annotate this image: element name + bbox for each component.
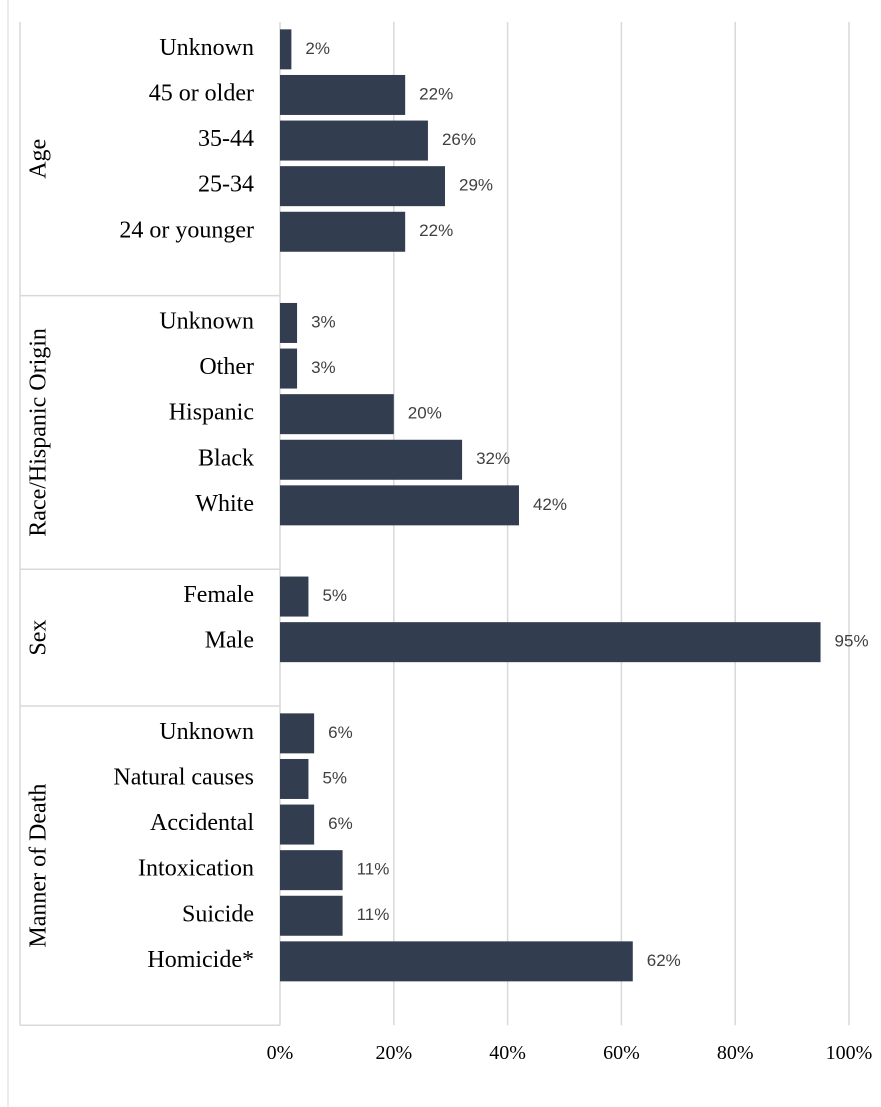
category-label: Male: [205, 628, 254, 654]
value-label: 3%: [311, 358, 336, 377]
bar: [280, 576, 309, 617]
category-label: Homicide*: [147, 947, 254, 973]
value-label: 6%: [328, 723, 353, 742]
category-label: Unknown: [159, 308, 254, 334]
bar: [280, 120, 428, 161]
x-tick-label: 20%: [375, 1042, 412, 1064]
category-label: 25-34: [198, 172, 254, 198]
bar: [280, 713, 315, 754]
group-label: Age: [26, 139, 52, 179]
bar: [280, 439, 463, 480]
category-label: Intoxication: [138, 856, 254, 882]
category-label: Unknown: [159, 35, 254, 61]
category-label: Accidental: [150, 810, 254, 836]
x-tick-label: 0%: [267, 1042, 294, 1064]
value-label: 20%: [408, 404, 442, 423]
bar: [280, 302, 298, 343]
value-label: 95%: [835, 632, 869, 651]
value-label: 5%: [322, 586, 347, 605]
value-label: 5%: [322, 768, 347, 787]
category-label: Natural causes: [113, 764, 254, 790]
value-label: 2%: [305, 39, 330, 58]
value-label: 29%: [459, 176, 493, 195]
x-tick-label: 40%: [489, 1042, 526, 1064]
bar: [280, 622, 821, 663]
category-label: Black: [198, 445, 254, 471]
group-label: Manner of Death: [26, 784, 52, 948]
category-label: Female: [183, 582, 254, 608]
bar: [280, 895, 343, 936]
x-tick-label: 80%: [717, 1042, 754, 1064]
bar: [280, 74, 406, 115]
value-label: 11%: [357, 860, 390, 879]
bar: [280, 850, 343, 891]
category-label: Other: [199, 354, 254, 380]
bar: [280, 348, 298, 389]
category-label: Suicide: [182, 901, 254, 927]
category-label: 45 or older: [149, 80, 254, 106]
value-label: 3%: [311, 312, 336, 331]
group-label: Sex: [26, 620, 52, 656]
bar: [280, 29, 292, 70]
category-label: White: [195, 491, 254, 517]
bar: [280, 485, 519, 526]
category-label: Hispanic: [169, 400, 254, 426]
value-label: 32%: [476, 449, 510, 468]
value-label: 26%: [442, 130, 476, 149]
bar: [280, 394, 394, 435]
value-label: 42%: [533, 495, 567, 514]
value-label: 22%: [419, 221, 453, 240]
x-tick-label: 100%: [826, 1042, 873, 1064]
value-label: 62%: [647, 951, 681, 970]
category-label: 24 or younger: [119, 217, 254, 243]
value-label: 22%: [419, 84, 453, 103]
group-label: Race/Hispanic Origin: [26, 328, 52, 537]
bar: [280, 804, 315, 845]
x-tick-label: 60%: [603, 1042, 640, 1064]
category-label: 35-44: [198, 126, 254, 152]
category-label: Unknown: [159, 719, 254, 745]
bar: [280, 758, 309, 799]
value-label: 6%: [328, 814, 353, 833]
bar: [280, 941, 633, 982]
value-label: 11%: [357, 905, 390, 924]
bar: [280, 211, 406, 252]
bar: [280, 166, 446, 207]
